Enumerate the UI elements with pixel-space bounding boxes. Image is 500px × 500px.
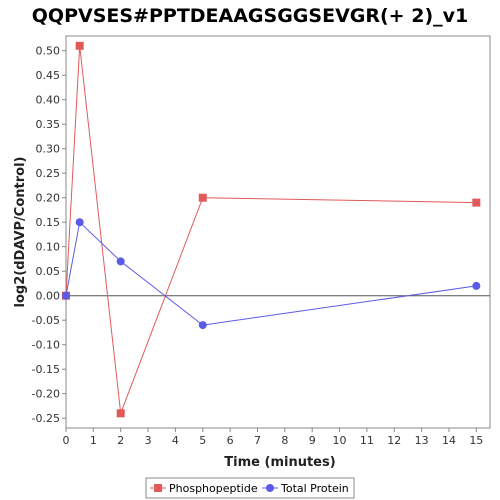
x-tick-label: 14 [442, 434, 456, 447]
y-axis: -0.25 -0.20 -0.15 -0.10 -0.05 0.00 0.05 0.10 0.1… [32, 45, 66, 425]
data-point-phosphopeptide [116, 409, 125, 418]
x-tick-label: 5 [199, 434, 206, 447]
x-tick-label: 7 [254, 434, 261, 447]
y-tick-label: -0.05 [32, 314, 60, 327]
x-tick-label: 6 [227, 434, 234, 447]
y-tick-label: 0.35 [36, 118, 61, 131]
data-point-phosphopeptide [75, 41, 84, 50]
y-tick-label: -0.10 [32, 339, 60, 352]
y-tick-label: 0.30 [36, 143, 61, 156]
x-tick-label: 1 [90, 434, 97, 447]
y-tick-label: -0.20 [32, 388, 60, 401]
data-point-total-protein [62, 291, 70, 300]
y-tick-label: 0.20 [36, 192, 61, 205]
y-tick-label: 0.45 [36, 69, 61, 82]
legend: Phosphopeptide Total Protein [145, 477, 355, 499]
data-point-phosphopeptide [472, 198, 481, 207]
y-tick-label: -0.15 [32, 363, 60, 376]
data-point-total-protein [75, 218, 84, 227]
x-tick-label: 0 [63, 434, 70, 447]
x-tick-label: 4 [172, 434, 179, 447]
x-tick-label: 11 [360, 434, 374, 447]
x-tick-label: 3 [145, 434, 152, 447]
y-tick-label: 0.10 [36, 241, 61, 254]
x-tick-label: 10 [333, 434, 347, 447]
legend-box [145, 477, 355, 499]
legend-label-total-protein: Total Protein [280, 482, 349, 495]
x-axis-label: Time (minutes) [224, 455, 335, 470]
data-point-total-protein [116, 257, 125, 266]
y-tick-label: 0.40 [36, 94, 61, 107]
y-axis-label: log2(dDAVP/Control) [13, 157, 28, 308]
chart-title: QQPVSES#PPTDEAAGSGGSEVGR(+ 2)_v1 [32, 5, 468, 27]
data-point-total-protein [198, 321, 207, 330]
y-tick-label: 0.25 [36, 167, 61, 180]
legend-marker-phosphopeptide [154, 484, 162, 492]
x-tick-label: 13 [415, 434, 429, 447]
y-tick-label: -0.25 [32, 412, 60, 425]
x-tick-label: 9 [309, 434, 316, 447]
x-tick-label: 15 [469, 434, 483, 447]
x-axis: 0 1 2 3 4 5 6 7 8 9 10 11 12 13 14 15 [63, 428, 483, 447]
x-tick-label: 12 [387, 434, 401, 447]
y-tick-label: 0.05 [36, 265, 61, 278]
legend-label-phosphopeptide: Phosphopeptide [169, 482, 258, 495]
y-tick-label: 0.50 [36, 45, 61, 58]
series-layer [62, 41, 481, 418]
y-tick-label: 0.00 [36, 290, 61, 303]
x-tick-label: 2 [117, 434, 124, 447]
y-tick-label: 0.15 [36, 216, 61, 229]
legend-marker-total-protein [266, 484, 274, 492]
x-tick-label: 8 [281, 434, 288, 447]
data-point-total-protein [472, 281, 481, 290]
plot-area [65, 35, 491, 429]
data-point-phosphopeptide [198, 193, 207, 202]
